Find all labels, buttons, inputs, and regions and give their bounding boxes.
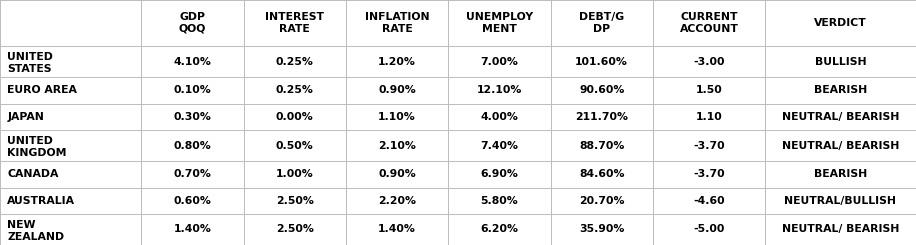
Text: AUSTRALIA: AUSTRALIA	[7, 196, 75, 206]
Text: INFLATION
RATE: INFLATION RATE	[365, 12, 430, 34]
Text: 20.70%: 20.70%	[579, 196, 625, 206]
Text: JAPAN: JAPAN	[7, 112, 44, 122]
Text: 0.80%: 0.80%	[174, 141, 212, 151]
Text: 0.00%: 0.00%	[276, 112, 313, 122]
Text: -3.70: -3.70	[693, 169, 725, 179]
Text: 84.60%: 84.60%	[579, 169, 625, 179]
Text: 0.25%: 0.25%	[276, 57, 313, 67]
Text: 2.10%: 2.10%	[378, 141, 416, 151]
Text: GDP
QOQ: GDP QOQ	[179, 12, 206, 34]
Text: 90.60%: 90.60%	[579, 86, 625, 96]
Text: 0.90%: 0.90%	[378, 169, 416, 179]
Text: 2.50%: 2.50%	[276, 196, 313, 206]
Text: 7.00%: 7.00%	[481, 57, 518, 67]
Text: NEW
ZEALAND: NEW ZEALAND	[7, 220, 64, 242]
Text: NEUTRAL/BULLISH: NEUTRAL/BULLISH	[784, 196, 897, 206]
Text: 0.25%: 0.25%	[276, 86, 313, 96]
Text: INTEREST
RATE: INTEREST RATE	[266, 12, 324, 34]
Text: CANADA: CANADA	[7, 169, 59, 179]
Text: -4.60: -4.60	[693, 196, 725, 206]
Text: UNITED
STATES: UNITED STATES	[7, 52, 53, 74]
Text: 35.90%: 35.90%	[579, 224, 625, 234]
Text: 1.40%: 1.40%	[378, 224, 416, 234]
Text: 0.50%: 0.50%	[276, 141, 313, 151]
Text: 0.60%: 0.60%	[173, 196, 212, 206]
Text: -3.70: -3.70	[693, 141, 725, 151]
Text: 7.40%: 7.40%	[480, 141, 518, 151]
Text: 88.70%: 88.70%	[579, 141, 625, 151]
Text: 6.20%: 6.20%	[480, 224, 518, 234]
Text: 1.40%: 1.40%	[173, 224, 212, 234]
Text: BEARISH: BEARISH	[813, 169, 867, 179]
Text: 2.20%: 2.20%	[378, 196, 416, 206]
Text: 4.10%: 4.10%	[173, 57, 212, 67]
Text: CURRENT
ACCOUNT: CURRENT ACCOUNT	[680, 12, 738, 34]
Text: 0.70%: 0.70%	[173, 169, 212, 179]
Text: NEUTRAL/ BEARISH: NEUTRAL/ BEARISH	[781, 112, 900, 122]
Text: -3.00: -3.00	[693, 57, 725, 67]
Text: 6.90%: 6.90%	[481, 169, 518, 179]
Text: BULLISH: BULLISH	[814, 57, 867, 67]
Text: EURO AREA: EURO AREA	[7, 86, 77, 96]
Text: DEBT/G
DP: DEBT/G DP	[579, 12, 625, 34]
Text: 1.50: 1.50	[695, 86, 723, 96]
Text: -5.00: -5.00	[693, 224, 725, 234]
Text: 4.00%: 4.00%	[481, 112, 518, 122]
Text: 0.10%: 0.10%	[174, 86, 212, 96]
Text: BEARISH: BEARISH	[813, 86, 867, 96]
Text: 211.70%: 211.70%	[575, 112, 628, 122]
Text: 5.80%: 5.80%	[481, 196, 518, 206]
Text: 1.20%: 1.20%	[378, 57, 416, 67]
Text: NEUTRAL/ BEARISH: NEUTRAL/ BEARISH	[781, 224, 900, 234]
Text: 1.10: 1.10	[695, 112, 723, 122]
Text: 12.10%: 12.10%	[476, 86, 522, 96]
Text: UNEMPLOY
MENT: UNEMPLOY MENT	[466, 12, 533, 34]
Text: 0.30%: 0.30%	[173, 112, 212, 122]
Text: 101.60%: 101.60%	[575, 57, 628, 67]
Text: UNITED
KINGDOM: UNITED KINGDOM	[7, 136, 67, 158]
Text: 1.00%: 1.00%	[276, 169, 313, 179]
Text: VERDICT: VERDICT	[814, 18, 867, 28]
Text: 1.10%: 1.10%	[378, 112, 416, 122]
Text: 0.90%: 0.90%	[378, 86, 416, 96]
Text: NEUTRAL/ BEARISH: NEUTRAL/ BEARISH	[781, 141, 900, 151]
Text: 2.50%: 2.50%	[276, 224, 313, 234]
